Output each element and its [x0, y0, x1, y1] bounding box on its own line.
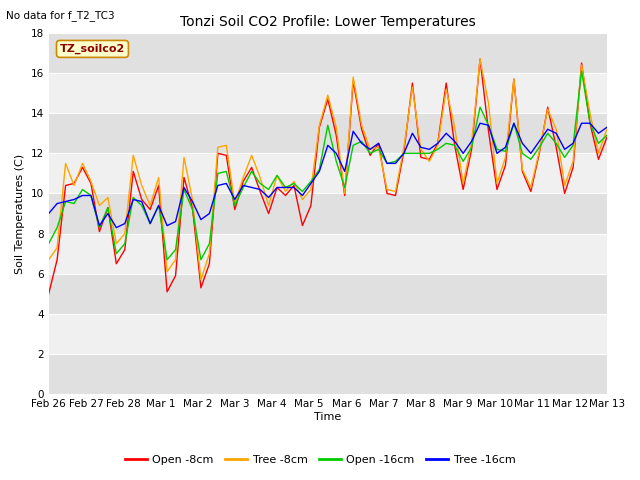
Y-axis label: Soil Temperatures (C): Soil Temperatures (C): [15, 154, 25, 274]
Legend: Open -8cm, Tree -8cm, Open -16cm, Tree -16cm: Open -8cm, Tree -8cm, Open -16cm, Tree -…: [120, 451, 520, 469]
Bar: [49, 33, 607, 73]
Bar: [49, 193, 607, 234]
Bar: [49, 113, 607, 153]
Bar: [49, 274, 607, 314]
X-axis label: Time: Time: [314, 412, 341, 422]
Title: Tonzi Soil CO2 Profile: Lower Temperatures: Tonzi Soil CO2 Profile: Lower Temperatur…: [180, 15, 476, 29]
Bar: [49, 354, 607, 394]
Text: No data for f_T2_TC3: No data for f_T2_TC3: [6, 10, 115, 21]
Text: TZ_soilco2: TZ_soilco2: [60, 44, 125, 54]
